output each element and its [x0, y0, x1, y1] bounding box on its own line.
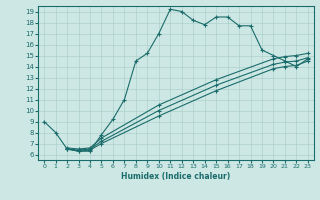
- X-axis label: Humidex (Indice chaleur): Humidex (Indice chaleur): [121, 172, 231, 181]
